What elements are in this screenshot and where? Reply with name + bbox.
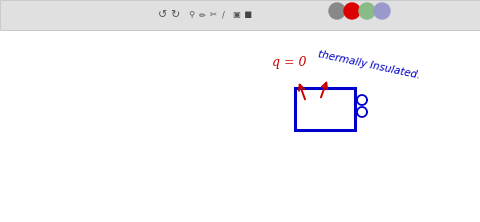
Circle shape [329,3,345,19]
Text: ✂: ✂ [209,10,216,20]
Circle shape [374,3,390,19]
Text: /: / [222,10,225,20]
Bar [0,0,480,30]
Text: ↻: ↻ [170,10,180,20]
Text: q = 0: q = 0 [272,56,307,69]
Bar [295,88,355,130]
Text: ↺: ↺ [158,10,168,20]
Text: thermally Insulated.: thermally Insulated. [317,49,421,81]
Text: ▣: ▣ [232,10,240,20]
Text: ▪: ▪ [244,8,252,22]
Circle shape [359,3,375,19]
Circle shape [344,3,360,19]
Text: ⚲: ⚲ [188,10,194,20]
Text: ✏: ✏ [199,10,205,20]
